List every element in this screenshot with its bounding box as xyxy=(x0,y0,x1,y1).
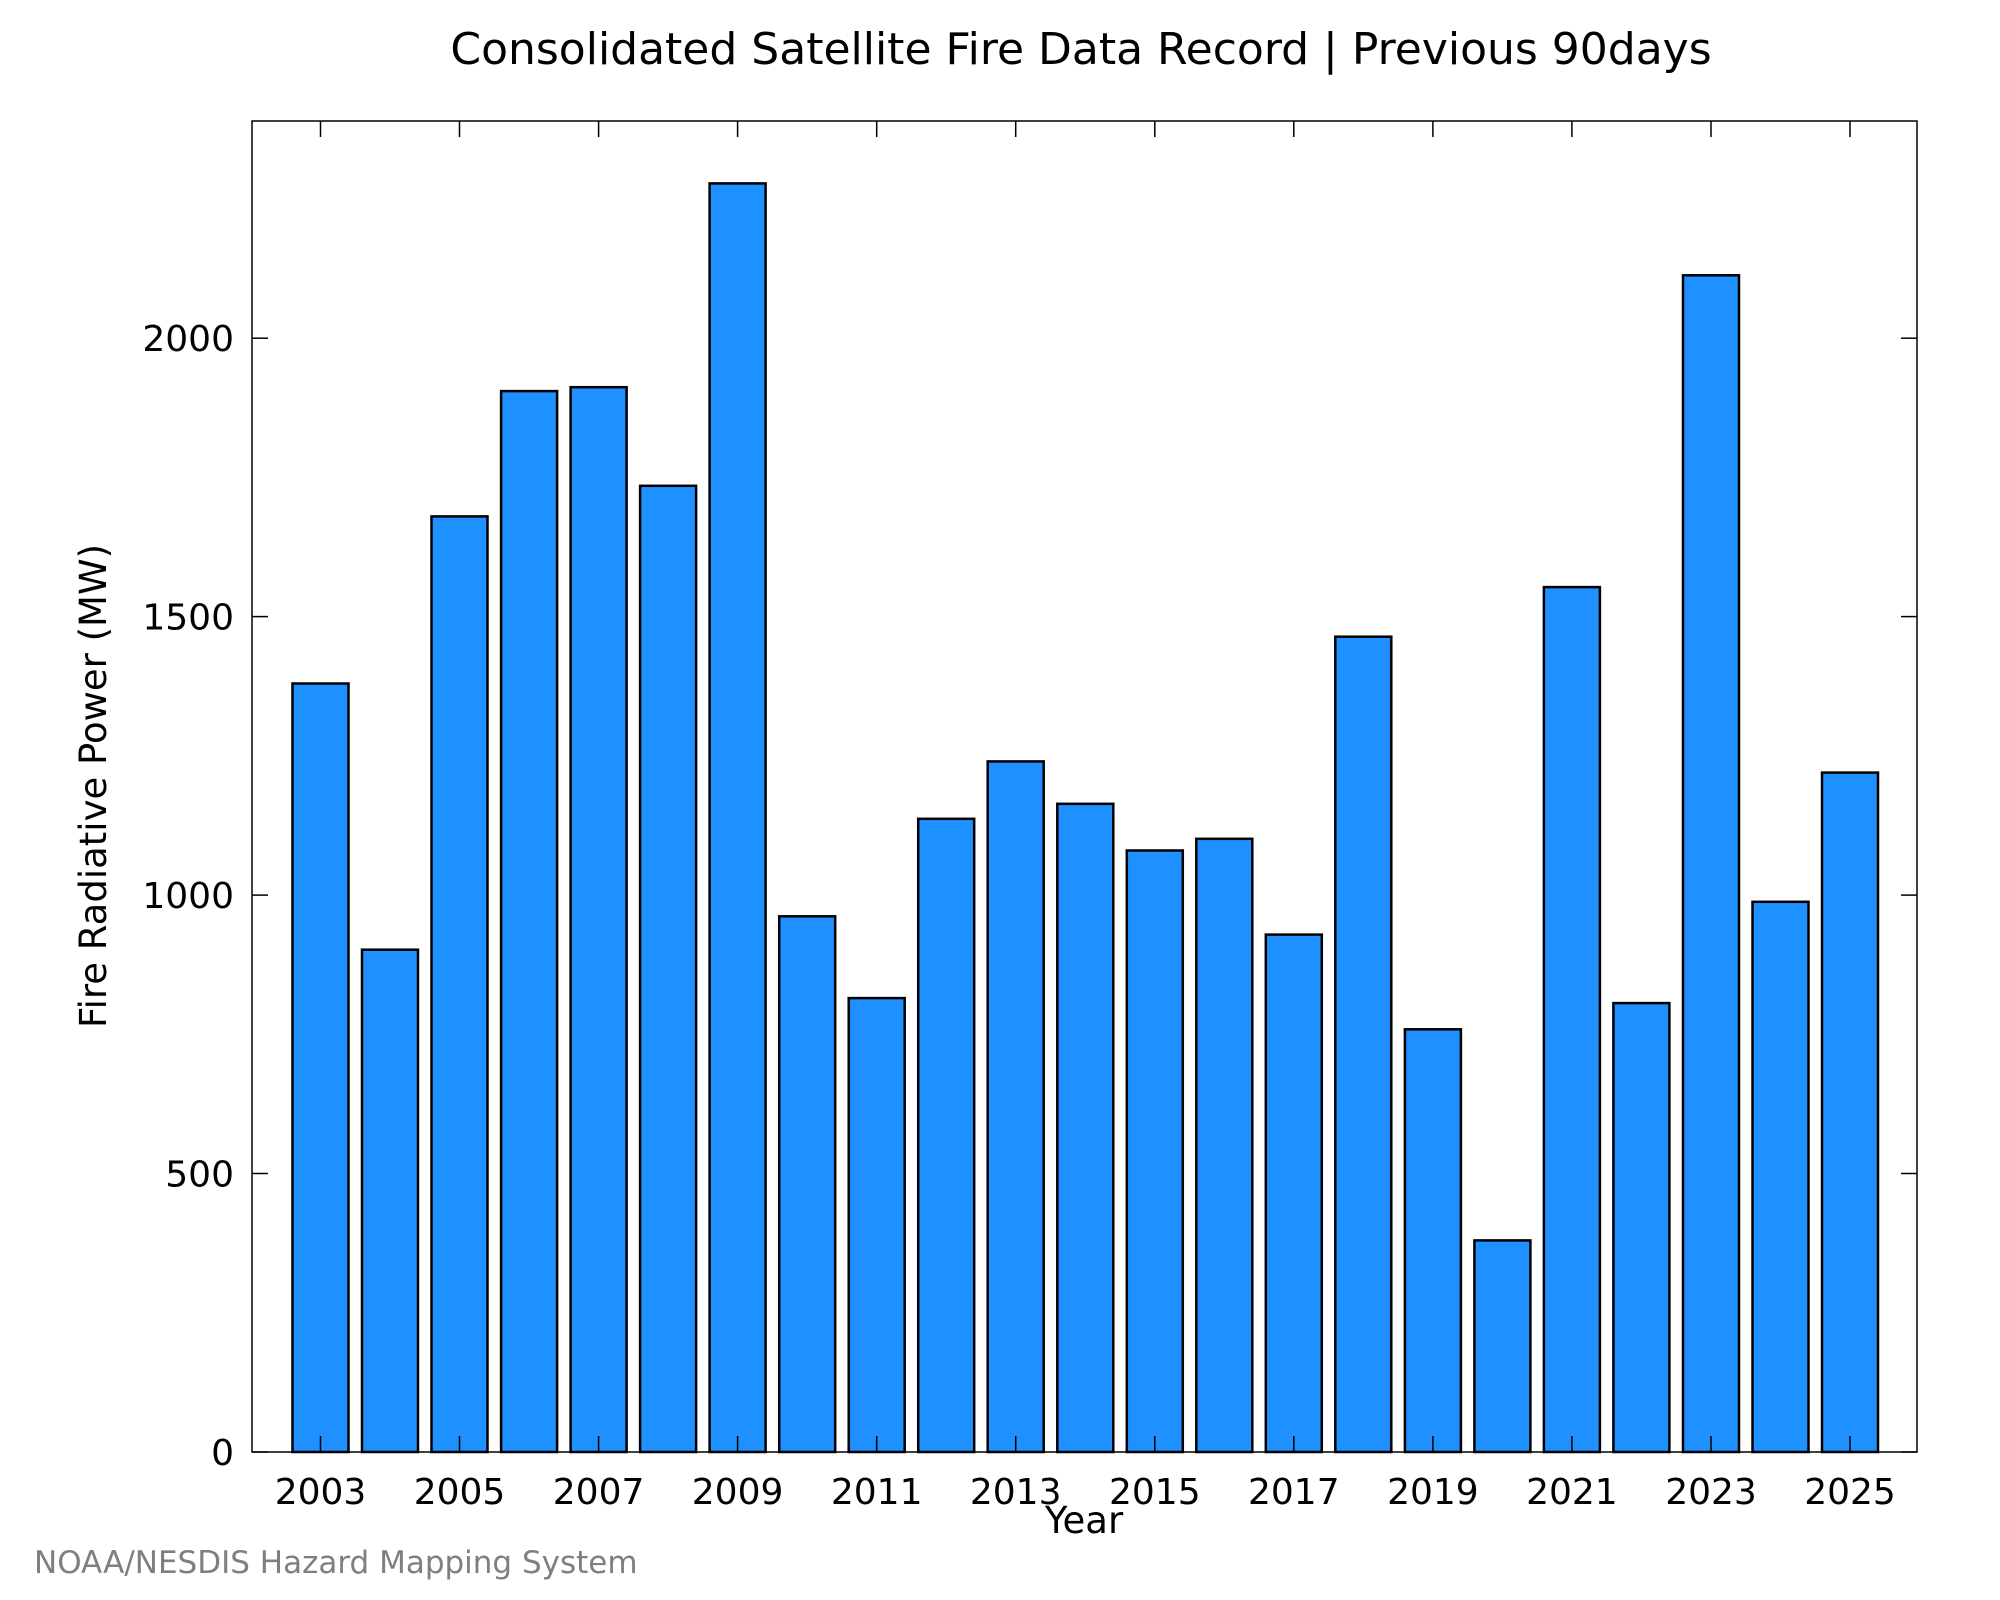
bar-2005 xyxy=(430,515,489,1454)
y-tick-label: 0 xyxy=(211,1433,234,1474)
x-tick-label: 2021 xyxy=(1526,1472,1618,1513)
x-tick-label: 2013 xyxy=(970,1472,1062,1513)
bar-2004 xyxy=(360,948,420,1454)
bar-2019 xyxy=(1403,1028,1463,1454)
bar-2012 xyxy=(916,817,976,1454)
bars-layer xyxy=(291,182,1880,1454)
x-tick-label: 2019 xyxy=(1387,1472,1479,1513)
bar-2024 xyxy=(1751,900,1810,1454)
bar-2016 xyxy=(1195,837,1254,1454)
y-tick-label: 2000 xyxy=(142,319,234,360)
bar-2006 xyxy=(499,389,559,1454)
x-tick-label: 2023 xyxy=(1665,1472,1757,1513)
x-tick-label: 2011 xyxy=(831,1472,923,1513)
x-axis-ticks: 2003 2005 2007 2009 2011 2013 2015 2017 2019 2021… xyxy=(275,121,1896,1513)
bar-2023 xyxy=(1681,274,1741,1454)
bar-2017 xyxy=(1264,933,1324,1454)
bar-2007 xyxy=(569,385,628,1454)
bar-2013 xyxy=(986,760,1045,1454)
bar-2008 xyxy=(638,484,698,1454)
bar-2021 xyxy=(1542,585,1602,1454)
y-tick-label: 1500 xyxy=(142,598,234,639)
bar-2010 xyxy=(777,915,837,1454)
y-tick-label: 500 xyxy=(165,1155,234,1196)
bar-2025 xyxy=(1820,771,1880,1454)
x-tick-label: 2009 xyxy=(692,1472,784,1513)
y-axis-title: Fire Radiative Power (MW) xyxy=(72,544,115,1028)
x-tick-label: 2017 xyxy=(1248,1472,1340,1513)
chart-title: Consolidated Satellite Fire Data Record … xyxy=(450,24,1711,75)
bar-2022 xyxy=(1612,1001,1671,1454)
x-tick-label: 2025 xyxy=(1804,1472,1896,1513)
bar-2011 xyxy=(847,996,906,1454)
x-tick-label: 2015 xyxy=(1109,1472,1201,1513)
bar-2003 xyxy=(291,682,350,1454)
y-tick-label: 1000 xyxy=(142,876,234,917)
x-axis-title: Year xyxy=(1044,1499,1124,1542)
x-tick-label: 2005 xyxy=(414,1472,506,1513)
bar-2009 xyxy=(708,182,767,1454)
bar-2020 xyxy=(1473,1239,1532,1454)
y-axis-ticks: 0 500 1000 1500 2000 xyxy=(142,319,1917,1474)
bar-2018 xyxy=(1334,635,1393,1454)
source-credit: NOAA/NESDIS Hazard Mapping System xyxy=(34,1545,638,1581)
bar-2015 xyxy=(1125,849,1185,1454)
bar-2014 xyxy=(1056,802,1115,1454)
x-tick-label: 2007 xyxy=(553,1472,645,1513)
x-tick-label: 2003 xyxy=(275,1472,367,1513)
